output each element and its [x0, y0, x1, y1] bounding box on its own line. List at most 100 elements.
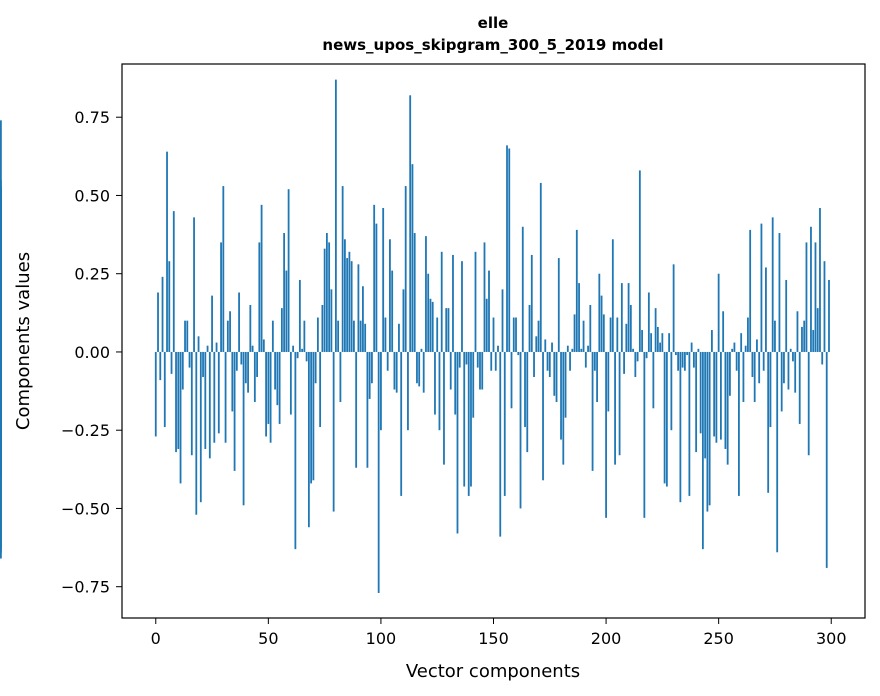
bar-179	[557, 258, 560, 352]
bar-267	[756, 339, 758, 352]
bar-270	[762, 351, 765, 371]
bar-214	[636, 351, 639, 362]
bar-149	[490, 351, 493, 371]
bar-254	[726, 351, 729, 465]
bar-258	[735, 351, 738, 371]
bar-293	[814, 242, 817, 352]
bar-148	[488, 270, 490, 352]
bar-91	[359, 320, 362, 352]
bar-146	[483, 242, 486, 352]
bar-34	[231, 351, 234, 412]
bar-219	[647, 292, 650, 352]
bar-27	[215, 342, 218, 352]
bar-169	[535, 336, 538, 352]
bar-121	[427, 273, 430, 352]
bar-233	[679, 351, 682, 503]
y-tick-label: 0.50	[74, 186, 110, 205]
bar-173	[544, 339, 547, 352]
bar-278	[780, 351, 783, 412]
bar-12	[181, 351, 184, 390]
bar-69	[310, 351, 313, 484]
bar-247	[711, 330, 713, 352]
bar-253	[724, 351, 727, 449]
bar-129	[445, 308, 448, 352]
bar-48	[262, 339, 265, 352]
bar-139	[467, 351, 470, 496]
x-tick-label: 250	[703, 629, 734, 648]
bar-47	[260, 204, 263, 352]
bar-67	[305, 351, 308, 362]
bar-168	[533, 351, 535, 377]
bar-177	[553, 351, 556, 396]
bar-36	[235, 351, 238, 371]
bar-157	[508, 148, 511, 352]
bar-undefined	[0, 276, 2, 352]
bar-282	[789, 348, 792, 352]
bar-163	[521, 226, 524, 352]
bar-61	[292, 345, 295, 352]
bar-209	[625, 323, 628, 352]
bar-191	[584, 351, 587, 368]
bar-150	[492, 317, 495, 352]
bar-275	[774, 320, 776, 352]
x-axis-label: Vector components	[406, 661, 580, 682]
bar-255	[729, 351, 731, 396]
bar-249	[715, 351, 718, 443]
bar-138	[465, 351, 468, 365]
bar-229	[670, 351, 673, 431]
bar-274	[771, 217, 774, 352]
bar-256	[731, 348, 734, 352]
bar-296	[821, 351, 824, 365]
bar-108	[398, 323, 400, 352]
bar-156	[506, 145, 508, 352]
bar-8	[172, 211, 175, 352]
bar-288	[803, 320, 806, 352]
bar-243	[701, 351, 704, 550]
x-tick-label: 300	[816, 629, 847, 648]
bar-230	[672, 264, 675, 352]
bar-225	[661, 333, 664, 352]
bar-174	[546, 351, 549, 371]
bar-217	[643, 351, 646, 518]
bar-183	[566, 345, 569, 352]
bar-178	[555, 351, 558, 403]
bar-124	[434, 351, 436, 415]
bar-17	[193, 217, 195, 352]
bar-30	[222, 186, 225, 352]
bar-95	[368, 351, 371, 399]
bar-74	[321, 305, 324, 352]
bar-152	[497, 345, 499, 352]
bar-143	[476, 351, 479, 368]
bar-122	[429, 298, 432, 352]
bar-63	[296, 351, 299, 359]
bar-286	[798, 351, 801, 424]
bar-175	[548, 351, 551, 377]
bar-240	[695, 351, 698, 453]
bar-116	[416, 351, 418, 384]
bar-151	[494, 351, 497, 371]
bar-273	[769, 351, 772, 428]
bar-105	[391, 270, 394, 352]
bar-176	[551, 342, 553, 352]
bar-22	[204, 351, 207, 449]
bar-83	[341, 186, 344, 352]
bar-65	[301, 348, 304, 352]
bar-84	[344, 239, 346, 352]
bar-18	[195, 351, 198, 515]
bar-54	[276, 351, 279, 406]
bar-216	[641, 330, 643, 352]
bar-90	[357, 264, 360, 352]
x-axis-ticks: 0 50 100 150 200 250 300	[151, 618, 847, 648]
bar-15	[188, 351, 191, 368]
bar-207	[620, 283, 623, 352]
bar-80	[334, 79, 337, 352]
bar-245	[706, 351, 709, 512]
bar-172	[542, 351, 544, 481]
bar-299	[828, 279, 830, 352]
bar-130	[447, 308, 450, 352]
bar-132	[452, 254, 454, 352]
bar-159	[512, 317, 515, 352]
bar-46	[258, 242, 261, 352]
x-tick-label: 0	[151, 629, 161, 648]
